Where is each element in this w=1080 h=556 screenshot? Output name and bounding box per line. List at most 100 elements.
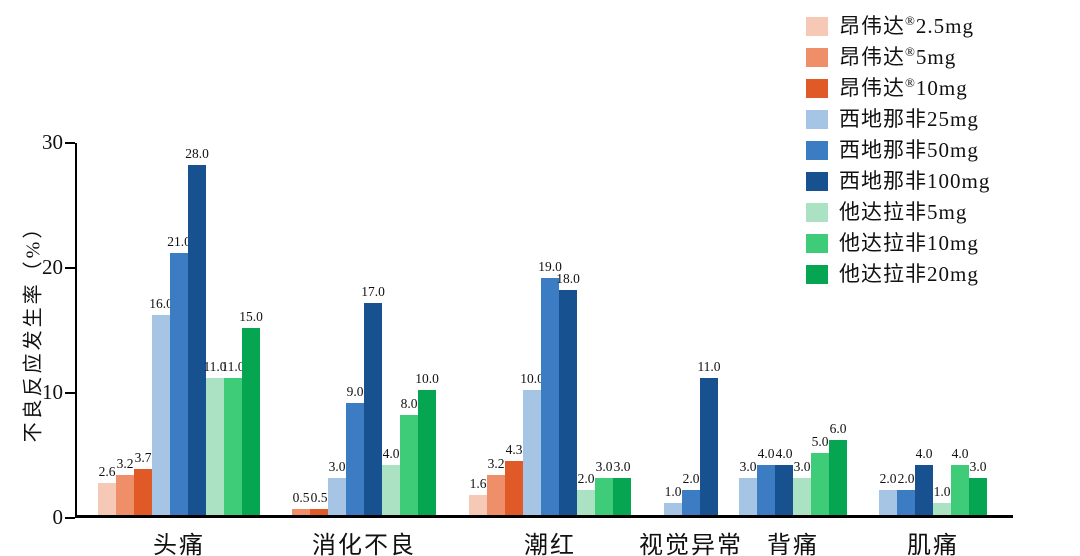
- legend-item: 他达拉非5mg: [806, 197, 990, 228]
- bar-value-label: 3.0: [793, 458, 811, 474]
- y-axis-tick-label: 30: [42, 130, 63, 155]
- bar: 3.2: [116, 457, 134, 515]
- legend-swatch: [806, 141, 828, 160]
- y-axis-tick-label: 10: [42, 380, 63, 405]
- bar: 4.3: [505, 443, 523, 515]
- bar-value-label: 28.0: [185, 146, 209, 161]
- bar: 4.0: [915, 447, 933, 515]
- bar-value-label: 2.0: [682, 471, 700, 486]
- x-axis-category-label: 潮红: [524, 533, 576, 556]
- x-axis-category-label: 视觉异常: [639, 533, 743, 556]
- bar: 9.0: [346, 384, 364, 515]
- y-axis-tick: [65, 141, 75, 145]
- bar-value-label: 0.5: [310, 489, 328, 505]
- bar-value-label: 11.0: [203, 358, 227, 374]
- bar: 2.0: [577, 472, 595, 515]
- bar: 6.0: [829, 422, 847, 515]
- bar: 18.0: [556, 272, 580, 515]
- bar: 3.0: [595, 459, 613, 515]
- y-axis-tick: [65, 266, 75, 270]
- bar: 10.0: [520, 372, 544, 515]
- bar-value-label: 8.0: [400, 396, 418, 411]
- bar-value-label: 3.2: [116, 456, 134, 471]
- bar: 8.0: [400, 397, 418, 515]
- x-axis-category-label: 头痛: [153, 533, 205, 556]
- legend-label: 昂伟达®5mg: [839, 44, 957, 69]
- bar: 11.0: [221, 359, 245, 515]
- bar-value-label: 3.2: [487, 456, 505, 471]
- bar-value-label: 10.0: [520, 371, 544, 386]
- bar-value-label: 10.0: [415, 371, 439, 386]
- bar-value-label: 4.0: [951, 446, 969, 461]
- bar: 3.0: [793, 459, 811, 515]
- bar-value-label: 4.0: [382, 446, 400, 461]
- bar-value-label: 1.0: [933, 483, 951, 499]
- bar: 15.0: [239, 309, 263, 515]
- bar: 2.0: [879, 472, 897, 515]
- bar-value-label: 18.0: [556, 271, 580, 286]
- bar: 10.0: [415, 372, 439, 515]
- y-axis-tick-label: 0: [52, 505, 64, 530]
- bar: 4.0: [757, 447, 775, 515]
- bar-value-label: 5.0: [811, 433, 829, 449]
- bar: 17.0: [361, 284, 385, 515]
- bar-value-label: 4.0: [915, 446, 933, 461]
- legend-label: 他达拉非10mg: [839, 231, 979, 255]
- legend-item: 昂伟达®2.5mg: [806, 11, 990, 42]
- bar-value-label: 1.6: [469, 476, 487, 491]
- y-axis-tick: [65, 391, 75, 395]
- legend-label: 昂伟达®2.5mg: [839, 13, 974, 38]
- legend-swatch: [806, 17, 828, 36]
- bar: 3.7: [134, 451, 152, 515]
- bar-value-label: 17.0: [361, 283, 385, 299]
- plot-area: 不良反应发生率（%） 0 10 20 30 2.6 3.2 3.7 16.0 21.0 28.0 1…: [23, 132, 1013, 556]
- legend-swatch: [806, 79, 828, 98]
- bar-group: 2.0 2.0 4.0 1.0 4.0 3.0: [879, 447, 987, 515]
- bar: 3.0: [739, 459, 757, 515]
- bar-value-label: 3.7: [134, 449, 152, 465]
- bar-value-label: 15.0: [239, 308, 263, 324]
- y-axis-tick-label: 20: [42, 255, 63, 280]
- bar: 1.0: [664, 484, 682, 515]
- legend: 昂伟达®2.5mg 昂伟达®5mg 昂伟达®10mg 西地那非25mg 西地那非50mg…: [806, 11, 990, 290]
- y-axis-title: 不良反应发生率（%）: [22, 215, 45, 443]
- bar-value-label: 4.0: [757, 446, 775, 461]
- bar-value-label: 11.0: [221, 358, 245, 374]
- bar-value-label: 3.0: [613, 458, 631, 474]
- bar-value-label: 1.0: [664, 483, 682, 499]
- legend-label: 西地那非50mg: [839, 138, 979, 162]
- x-axis-category-label: 消化不良: [312, 533, 416, 556]
- bar: 3.0: [613, 459, 631, 515]
- bar-value-label: 2.0: [897, 471, 915, 486]
- bar-value-label: 2.0: [577, 471, 595, 486]
- bar-value-label: 4.3: [505, 442, 523, 458]
- legend-label: 西地那非25mg: [839, 107, 979, 131]
- legend-item: 西地那非100mg: [806, 166, 990, 197]
- bar: 3.0: [969, 459, 987, 515]
- bar-value-label: 4.0: [775, 446, 793, 461]
- bar-group: 2.6 3.2 3.7 16.0 21.0 28.0 11.0 11.0 15.0: [98, 147, 263, 515]
- bar-group: 3.0 4.0 4.0 3.0 5.0 6.0: [739, 422, 847, 515]
- bar: 3.2: [487, 457, 505, 515]
- bar: 4.0: [951, 447, 969, 515]
- legend-swatch: [806, 234, 828, 253]
- legend-label: 昂伟达®10mg: [839, 75, 968, 100]
- x-axis-category-label: 肌痛: [907, 533, 959, 556]
- bar: 19.0: [538, 259, 562, 515]
- bar: 0.5: [292, 491, 310, 515]
- bar: 5.0: [811, 434, 829, 515]
- legend-item: 昂伟达®10mg: [806, 73, 990, 104]
- bar: 1.6: [469, 477, 487, 515]
- legend-label: 他达拉非20mg: [839, 262, 979, 286]
- x-axis-category-label: 背痛: [767, 533, 819, 556]
- bar: 1.0: [933, 484, 951, 515]
- bar-group: 0.5 0.5 3.0 9.0 17.0 4.0 8.0 10.0: [292, 284, 439, 515]
- bar: 21.0: [167, 234, 191, 515]
- legend-item: 西地那非50mg: [806, 135, 990, 166]
- y-axis-tick: [65, 516, 75, 520]
- bar: 2.0: [682, 472, 700, 515]
- bar: 2.0: [897, 472, 915, 515]
- bar: 4.0: [382, 447, 400, 515]
- bar: 4.0: [775, 447, 793, 515]
